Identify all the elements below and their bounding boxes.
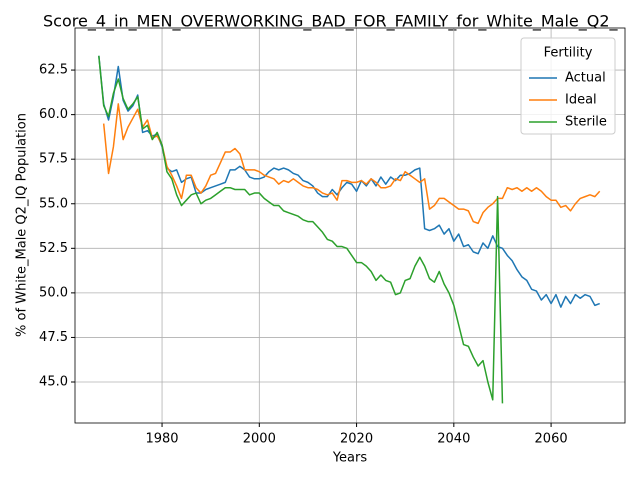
x-tick-label: 2020 bbox=[340, 432, 373, 447]
legend: Fertility Actual Ideal Sterile bbox=[520, 37, 616, 135]
x-tick-label: 2040 bbox=[437, 432, 470, 447]
y-tick-label: 60.0 bbox=[39, 107, 68, 122]
x-tick-label: 1980 bbox=[145, 432, 178, 447]
x-tick-label: 2000 bbox=[243, 432, 276, 447]
data-line bbox=[98, 55, 600, 308]
chart-title: Score_4_in_MEN_OVERWORKING_BAD_FOR_FAMIL… bbox=[43, 12, 619, 32]
x-axis-label: Years bbox=[332, 451, 368, 466]
y-axis-label: % of White_Male Q2_IQ Population bbox=[15, 113, 30, 337]
data-line bbox=[102, 103, 601, 225]
legend-label: Ideal bbox=[565, 93, 597, 108]
x-tick-label: 2060 bbox=[535, 432, 568, 447]
plot-frame bbox=[74, 27, 626, 424]
legend-label: Sterile bbox=[565, 115, 607, 130]
y-tick-label: 55.0 bbox=[39, 196, 68, 211]
y-tick-label: 45.0 bbox=[39, 375, 68, 390]
y-tick-label: 62.5 bbox=[39, 63, 68, 78]
legend-title: Fertility bbox=[544, 46, 593, 61]
y-tick-label: 57.5 bbox=[39, 152, 68, 167]
y-tick-label: 47.5 bbox=[39, 330, 68, 345]
legend-box bbox=[520, 37, 616, 135]
data-line bbox=[98, 55, 504, 404]
legend-label: Actual bbox=[565, 71, 606, 86]
y-tick-label: 50.0 bbox=[39, 285, 68, 300]
y-tick-label: 52.5 bbox=[39, 241, 68, 256]
